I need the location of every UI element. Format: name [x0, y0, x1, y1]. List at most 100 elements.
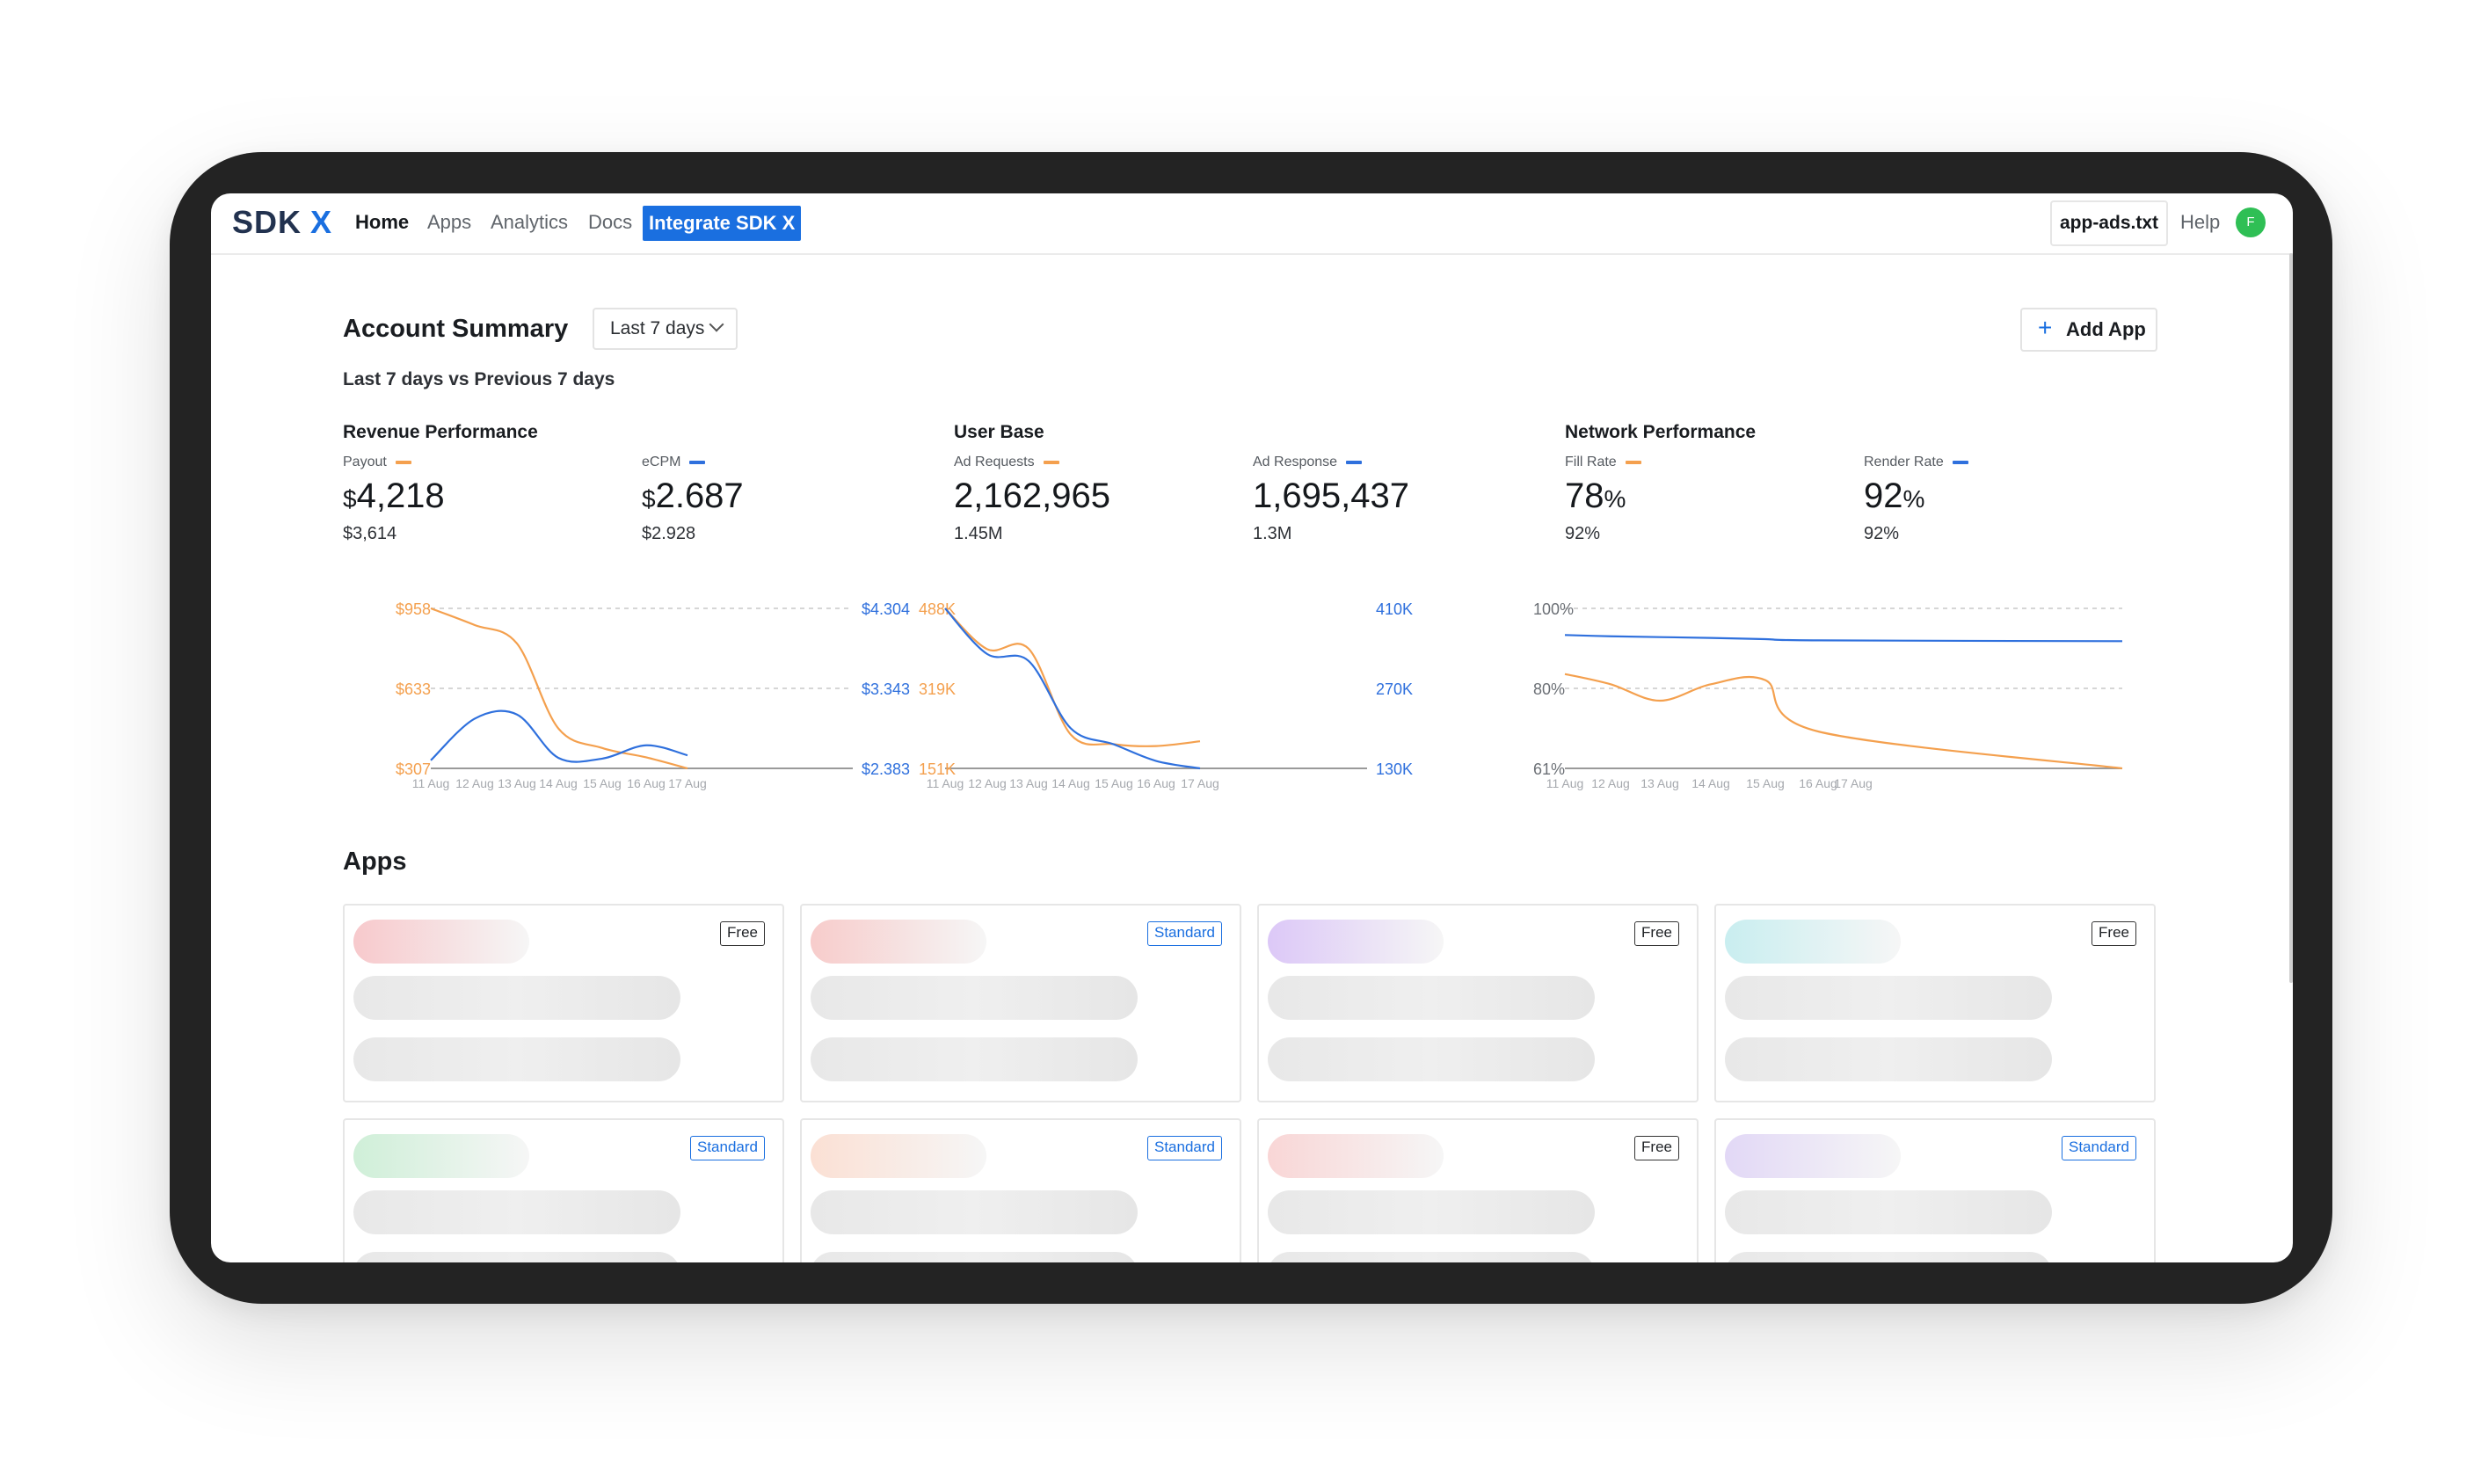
app-card[interactable]: Standard: [343, 1118, 784, 1262]
app-card[interactable]: Free: [1257, 904, 1699, 1102]
revenue-chart: $958 $633 $307 $4.304 $3.343 $2.383 11 Aug 12 A…: [308, 580, 910, 790]
plan-badge: Standard: [2062, 1136, 2136, 1160]
content-placeholder: [1725, 1037, 2052, 1081]
app-card[interactable]: Standard: [1714, 1118, 2156, 1262]
top-nav: SDK X Home Apps Analytics Docs Integrate …: [211, 193, 2293, 255]
metric-label: Payout: [343, 455, 411, 470]
help-link[interactable]: Help: [2180, 211, 2221, 233]
logo-x: X: [310, 204, 333, 240]
app-card[interactable]: Free: [1257, 1118, 1699, 1262]
y-tick-label-right: 270K: [1376, 680, 1413, 698]
nav-analytics[interactable]: Analytics: [491, 211, 569, 233]
metric-label: eCPM: [642, 455, 706, 470]
x-tick-label: 15 Aug: [1095, 776, 1133, 790]
y-tick-label-right: $2.383: [862, 760, 910, 778]
nav-apps[interactable]: Apps: [427, 211, 472, 233]
content-placeholder: [811, 976, 1138, 1020]
app-screen: SDK X Home Apps Analytics Docs Integrate …: [211, 193, 2293, 1262]
plan-badge: Standard: [1147, 1136, 1222, 1160]
add-app-label: Add App: [2066, 318, 2146, 340]
x-tick-label: 16 Aug: [627, 776, 666, 790]
series-line-fill-rate: [1564, 673, 2123, 770]
app-name-placeholder: [353, 920, 529, 964]
series-line-render-rate: [1564, 634, 2123, 643]
content-placeholder: [353, 1190, 680, 1234]
section-title-revenue: Revenue Performance: [343, 422, 538, 442]
metric-previous: 92%: [1565, 524, 1601, 543]
logo[interactable]: SDK X: [232, 204, 332, 241]
x-tick-label: 17 Aug: [668, 776, 707, 790]
plan-badge: Free: [1634, 921, 1679, 946]
content-placeholder: [1268, 1252, 1595, 1262]
metric-previous: 1.45M: [954, 524, 1003, 543]
y-tick-label-right: $4.304: [862, 600, 910, 618]
y-tick-label-left: 488K: [919, 600, 956, 618]
nav-docs[interactable]: Docs: [588, 211, 633, 233]
y-tick-label-right: $3.343: [862, 680, 910, 698]
apps-title: Apps: [343, 847, 407, 876]
app-card[interactable]: Standard: [800, 904, 1241, 1102]
x-tick-label: 13 Aug: [498, 776, 536, 790]
y-tick-label-left: $633: [396, 680, 431, 698]
add-app-button[interactable]: + Add App: [2020, 308, 2157, 352]
series-line-ecpm: [430, 709, 688, 763]
y-tick-label-left: 151K: [919, 760, 956, 778]
section-title-user-base: User Base: [954, 422, 1044, 442]
content-placeholder: [1268, 1190, 1595, 1234]
app-name-placeholder: [811, 920, 986, 964]
chevron-down-icon: [709, 316, 724, 332]
x-tick-label: 13 Aug: [1009, 776, 1048, 790]
y-tick-label-left: 319K: [919, 680, 956, 698]
metric-previous: $2.928: [642, 524, 696, 543]
metric-value: 78%: [1565, 476, 1626, 515]
app-card[interactable]: Free: [343, 904, 784, 1102]
x-tick-label: 14 Aug: [1691, 776, 1730, 790]
app-card[interactable]: Standard: [800, 1118, 1241, 1262]
integrate-sdk-button[interactable]: Integrate SDK X: [643, 206, 802, 241]
comparison-subtitle: Last 7 days vs Previous 7 days: [343, 369, 615, 389]
user-base-chart: 488K 319K 151K 410K 270K 130K 11 Aug 12 Aug 13 A…: [919, 580, 1511, 790]
app-name-placeholder: [1725, 920, 1901, 964]
content-placeholder: [811, 1190, 1138, 1234]
legend-swatch: [1625, 460, 1641, 464]
period-dropdown[interactable]: Last 7 days: [593, 308, 738, 350]
app-name-placeholder: [1725, 1134, 1901, 1178]
network-chart-svg: 100% 80% 61%11 Aug 12 Aug 13 Aug 14 Aug 15 Aug…: [1533, 600, 2123, 790]
app-ads-txt-button[interactable]: app-ads.txt: [2050, 200, 2168, 246]
content-placeholder: [811, 1252, 1138, 1262]
plan-badge: Free: [1634, 1136, 1679, 1160]
y-tick-label-left: 61%: [1533, 760, 1565, 778]
y-tick-label-left: $307: [396, 760, 431, 778]
nav-home[interactable]: Home: [355, 211, 410, 233]
plan-badge: Standard: [690, 1136, 765, 1160]
metric-label: Render Rate: [1864, 455, 1968, 470]
series-line-payout: [430, 607, 688, 770]
content-placeholder: [353, 1252, 680, 1262]
y-tick-label-left: 80%: [1533, 680, 1565, 698]
content-placeholder: [1268, 976, 1595, 1020]
metric-label: Fill Rate: [1565, 455, 1641, 470]
x-tick-label: 12 Aug: [1591, 776, 1630, 790]
logo-text: SDK: [232, 204, 302, 240]
app-card[interactable]: Free: [1714, 904, 2156, 1102]
plan-badge: Free: [2092, 921, 2136, 946]
section-title-network: Network Performance: [1565, 422, 1757, 442]
x-tick-label: 17 Aug: [1181, 776, 1219, 790]
metric-value: 92%: [1864, 476, 1925, 515]
app-name-placeholder: [1268, 920, 1444, 964]
scrollbar[interactable]: [2289, 253, 2293, 983]
x-tick-label: 13 Aug: [1640, 776, 1679, 790]
app-name-placeholder: [1268, 1134, 1444, 1178]
content-placeholder: [1725, 1252, 2052, 1262]
metric-value: 1,695,437: [1253, 476, 1409, 515]
user-base-chart-svg: 488K 319K 151K 410K 270K 130K 11 Aug 12 Aug 13 A…: [919, 600, 1413, 790]
avatar[interactable]: F: [2236, 207, 2266, 237]
account-summary-title: Account Summary: [343, 315, 569, 343]
metric-value: $2.687: [642, 476, 744, 515]
content-placeholder: [1725, 976, 2052, 1020]
y-tick-label-right: 130K: [1376, 760, 1413, 778]
period-label: Last 7 days: [610, 318, 705, 338]
plan-badge: Standard: [1147, 921, 1222, 946]
x-tick-label: 14 Aug: [1051, 776, 1090, 790]
series-line-ad-response: [944, 607, 1201, 770]
